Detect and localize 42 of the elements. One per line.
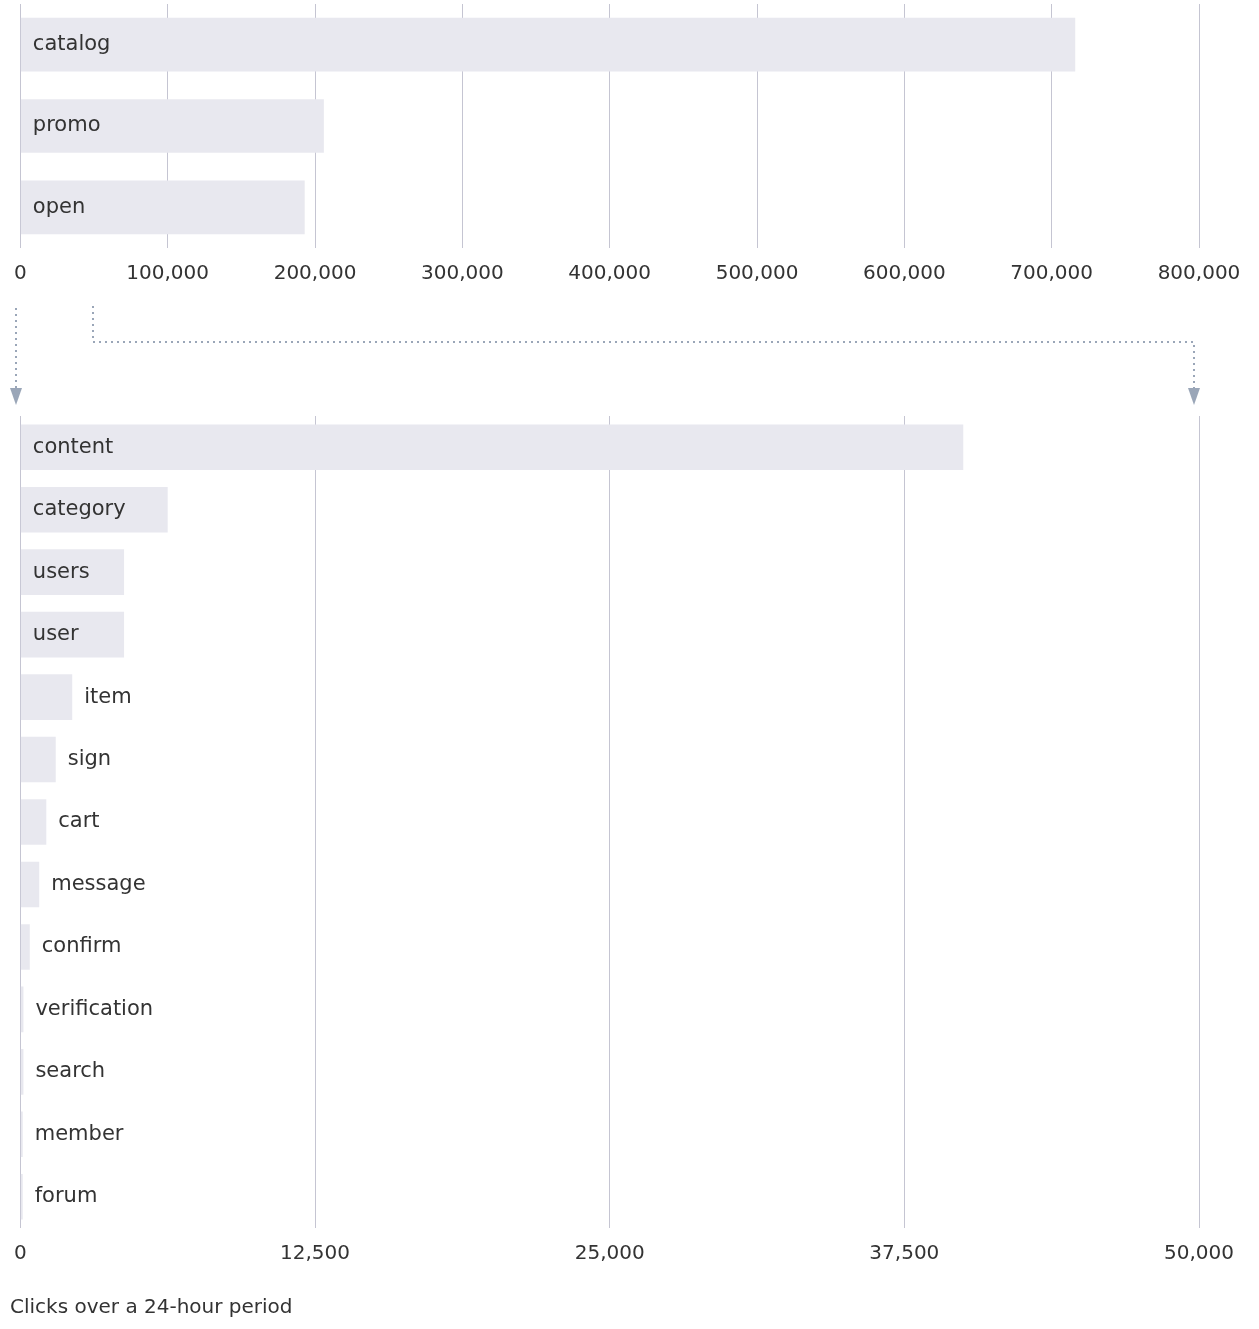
x-tick-label: 300,000 xyxy=(420,260,504,285)
y-tick-label: item xyxy=(84,683,132,708)
y-tick-label: confirm xyxy=(41,933,122,958)
bar xyxy=(20,799,47,845)
y-tick-label: forum xyxy=(34,1183,98,1208)
y-tick-label: users xyxy=(32,558,90,583)
x-tick-label: 0 xyxy=(14,1240,27,1265)
bar xyxy=(20,611,125,658)
y-tick-label: user xyxy=(32,621,80,646)
bar xyxy=(20,736,56,783)
y-tick-label: search xyxy=(35,1058,106,1083)
bar xyxy=(20,17,1076,72)
bar xyxy=(20,861,40,908)
x-tick-label: 25,000 xyxy=(574,1240,645,1265)
bar xyxy=(20,180,305,235)
x-tick-label: 800,000 xyxy=(1157,260,1241,285)
y-tick-label: category xyxy=(32,496,126,521)
y-tick-label: catalog xyxy=(32,31,111,56)
y-tick-label: open xyxy=(32,193,86,218)
bar xyxy=(20,549,125,595)
y-tick-label: message xyxy=(51,870,146,895)
y-tick-label: content xyxy=(32,433,114,458)
x-tick-label: 37,500 xyxy=(869,1240,940,1265)
x-tick-label: 50,000 xyxy=(1164,1240,1234,1265)
x-tick-label: 200,000 xyxy=(273,260,357,285)
bar xyxy=(20,424,964,471)
x-tick-label: 700,000 xyxy=(1010,260,1094,285)
x-tick-label: 500,000 xyxy=(715,260,799,285)
y-tick-label: verification xyxy=(35,995,154,1020)
text: Clicks over a 24-hour period xyxy=(10,1294,293,1318)
x-tick-label: 0 xyxy=(14,260,27,285)
bar xyxy=(20,99,324,153)
y-tick-label: sign xyxy=(67,745,112,770)
x-tick-label: 12,500 xyxy=(280,1240,351,1265)
bar xyxy=(20,674,73,720)
y-tick-label: member xyxy=(34,1120,124,1145)
x-tick-label: 400,000 xyxy=(568,260,652,285)
bar xyxy=(20,924,30,970)
x-tick-label: 100,000 xyxy=(126,260,210,285)
y-tick-label: cart xyxy=(58,808,100,833)
x-tick-label: 600,000 xyxy=(862,260,946,285)
y-tick-label: promo xyxy=(32,112,101,137)
